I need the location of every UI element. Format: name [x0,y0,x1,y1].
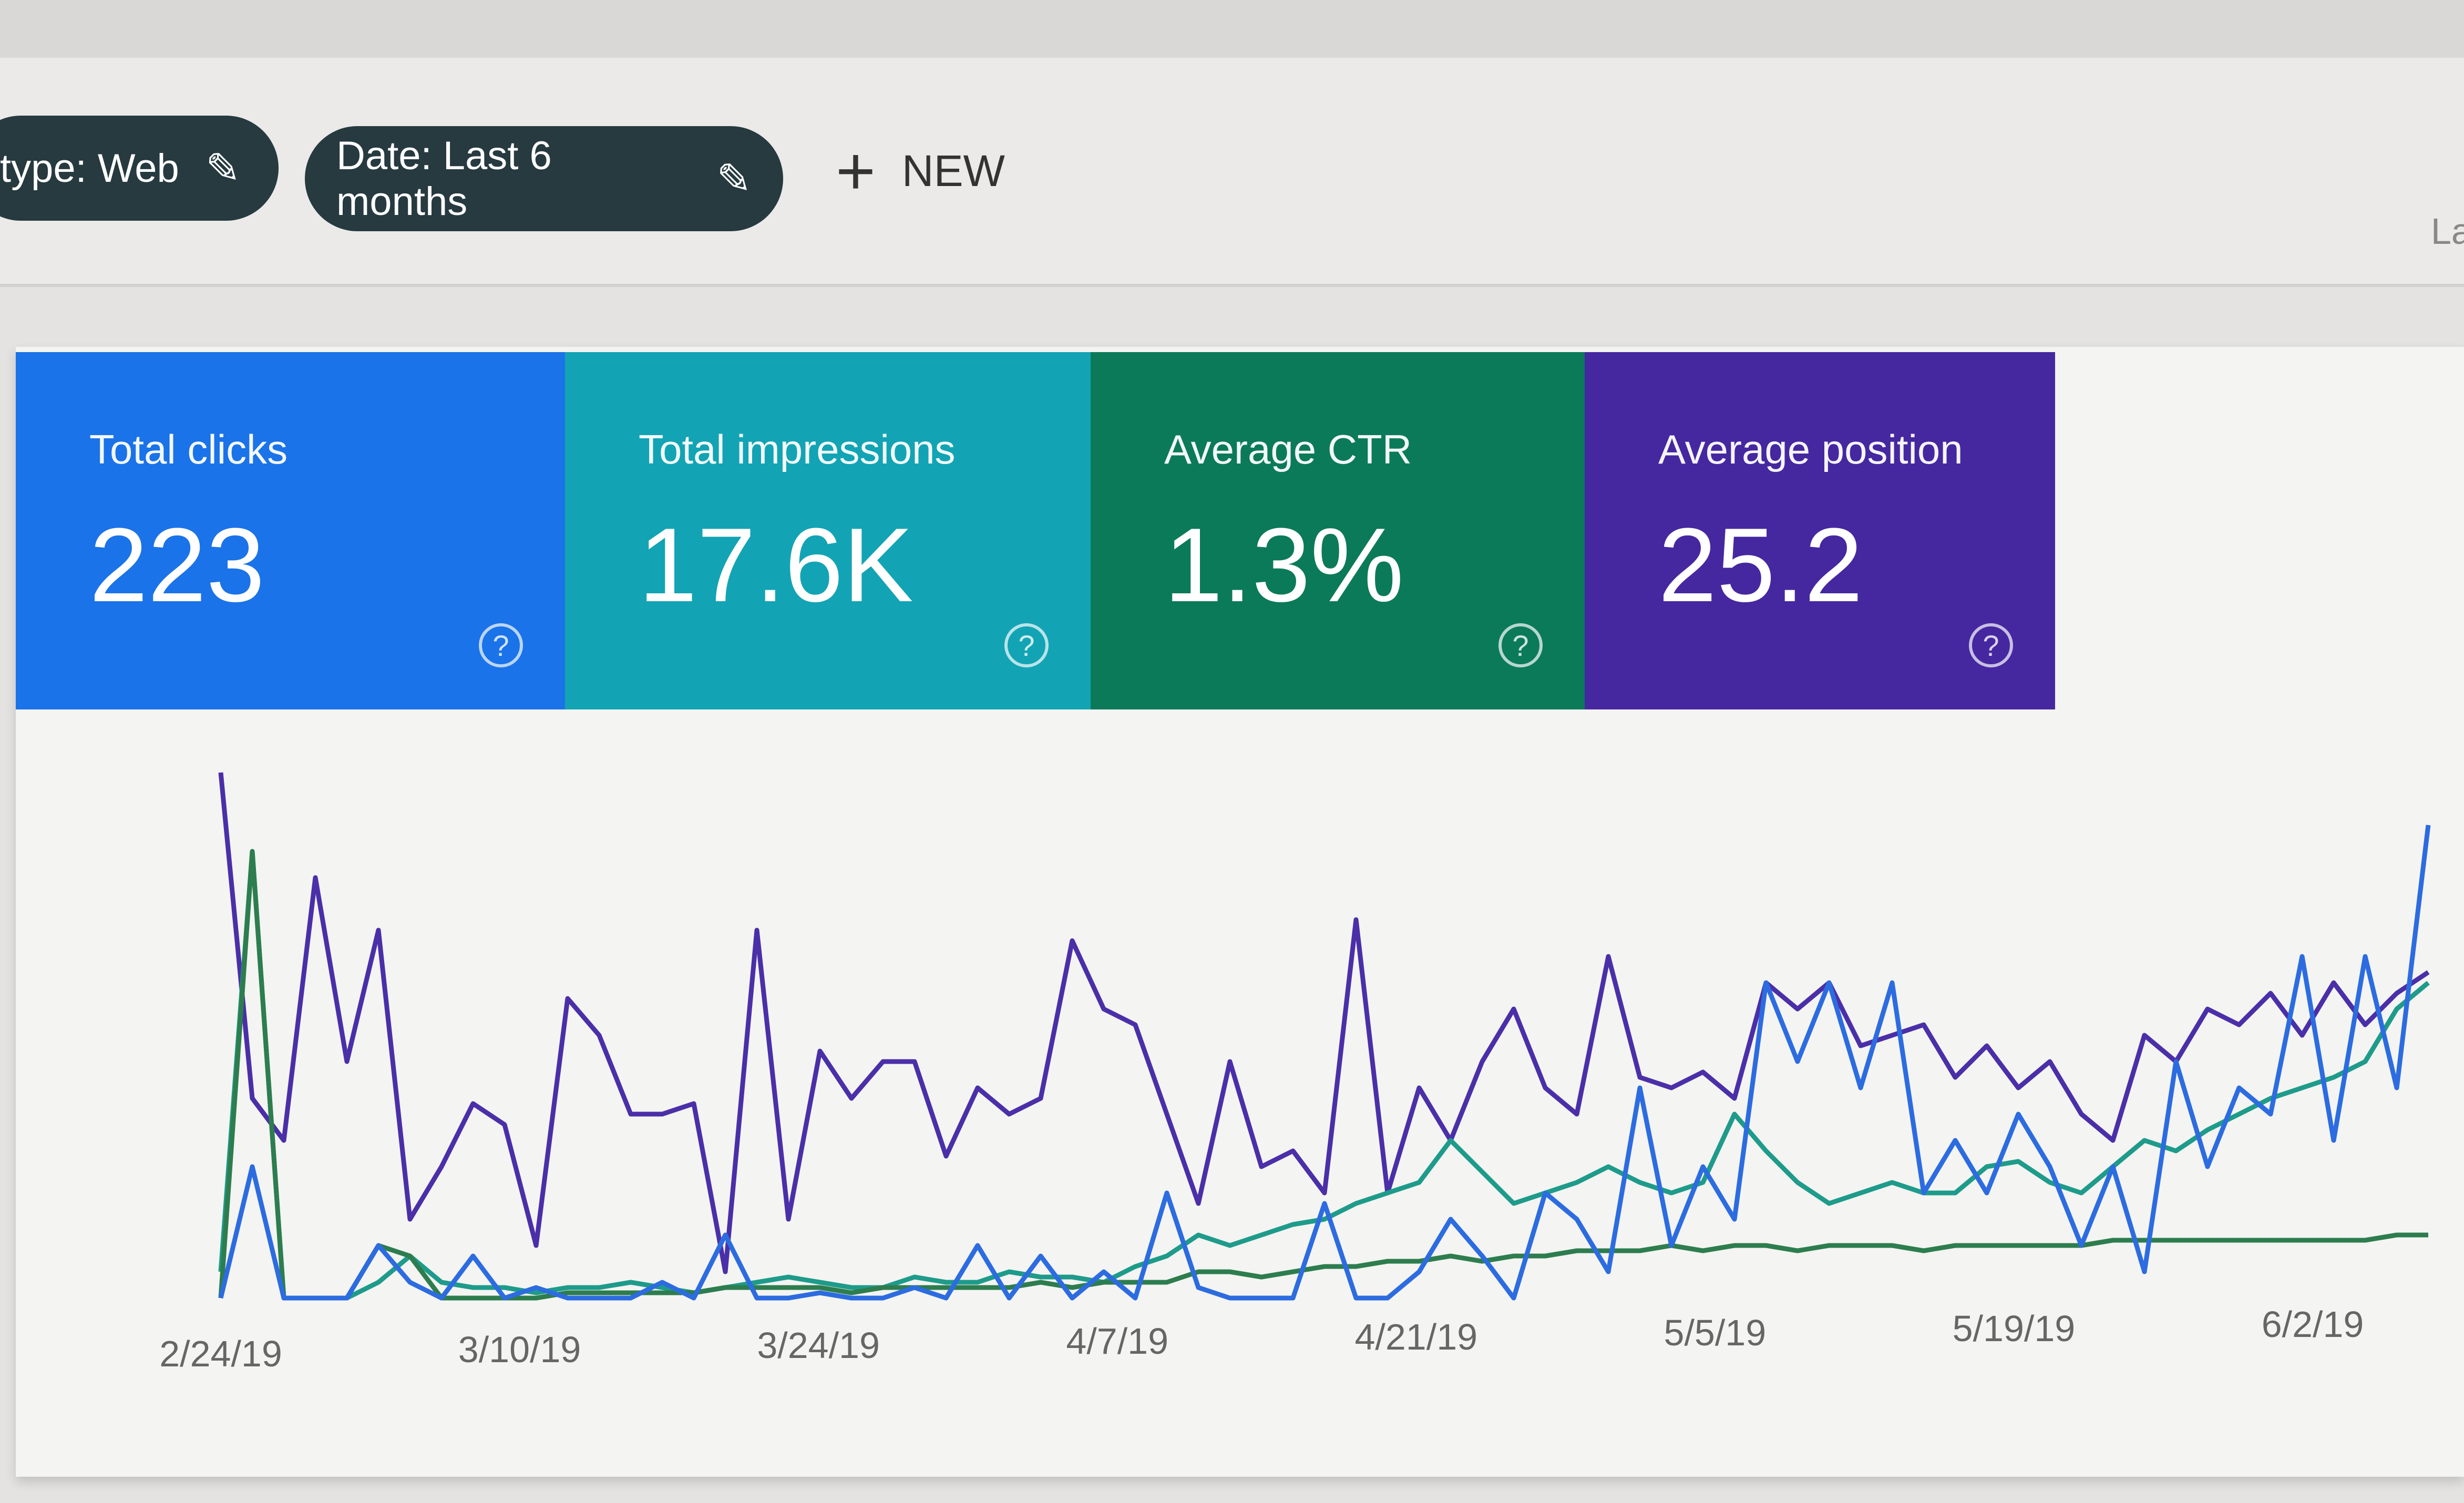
x-tick-label: 3/24/19 [757,1325,880,1366]
series-line-2 [218,849,2428,1301]
screen-bezel-edge [0,0,2464,58]
help-icon[interactable]: ? [1004,623,1049,667]
metric-card-average-position[interactable]: Average position 25.2 ? [1585,352,2055,709]
metric-card-total-impressions[interactable]: Total impressions 17.6K ? [565,352,1091,709]
new-filter-button[interactable]: + NEW [836,131,1005,210]
filter-label: type: Web [0,146,179,191]
plus-icon: + [836,132,876,209]
performance-chart: 2/24/19 3/10/19 3/24/19 4/7/19 4/21/19 5/5/19… [159,772,2431,1374]
filter-label: Date: Last 6 months [336,133,552,224]
metric-card-total-clicks[interactable]: Total clicks 223 ? [16,352,565,709]
x-tick-label: 3/10/19 [458,1329,581,1370]
series-line-3 [218,825,2431,1301]
metric-value: 1.3% [1164,507,1404,624]
metric-label: Total impressions [639,426,956,472]
metric-label: Average position [1658,426,1963,472]
metric-label: Average CTR [1164,426,1412,472]
series-line-0 [218,772,2430,1274]
x-tick-label: 5/5/19 [1664,1312,1767,1353]
x-tick-label: 4/21/19 [1355,1316,1478,1357]
metric-value: 25.2 [1658,507,1863,624]
x-tick-label: 4/7/19 [1066,1321,1168,1362]
series-line-1 [218,849,2430,1301]
pencil-icon[interactable]: ✎ [205,145,241,192]
help-icon[interactable]: ? [1498,623,1543,667]
new-label: NEW [901,146,1005,195]
help-icon[interactable]: ? [1969,623,2013,667]
x-tick-label: 2/24/19 [159,1333,282,1374]
search-type-filter-chip[interactable]: type: Web ✎ [0,116,279,221]
metric-card-average-ctr[interactable]: Average CTR 1.3% ? [1091,352,1585,709]
pencil-icon[interactable]: ✎ [716,155,752,202]
filter-toolbar: type: Web ✎ Date: Last 6 months ✎ + NEW … [0,58,2464,287]
help-icon[interactable]: ? [479,623,523,667]
x-tick-label: 5/19/19 [1953,1308,2076,1349]
date-filter-chip[interactable]: Date: Last 6 months ✎ [305,126,783,231]
cut-off-label: La [2431,211,2464,252]
metric-label: Total clicks [89,426,288,472]
metric-value: 223 [89,507,265,624]
x-tick-label: 6/2/19 [2262,1304,2364,1345]
metric-value: 17.6K [639,507,913,624]
